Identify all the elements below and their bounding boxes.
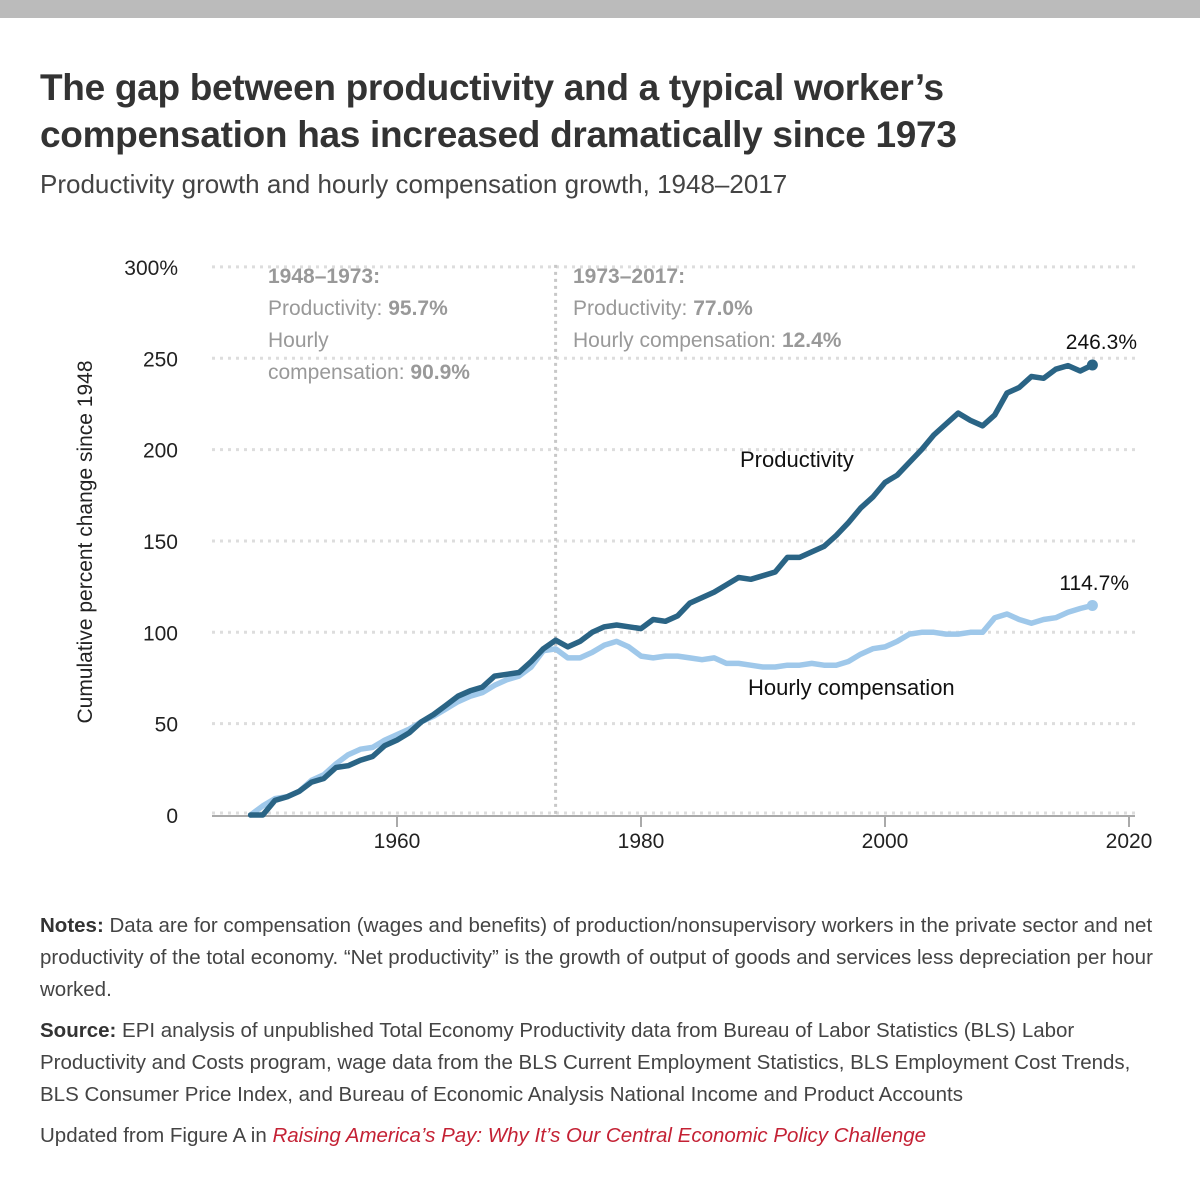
annotation-value: 12.4% [782,329,842,352]
annotation-text: Productivity: [268,297,388,320]
period-annotation: 1973–2017: Productivity: 77.0% Hourly comp… [573,265,842,352]
y-tick-label: 250 [143,348,178,371]
y-axis-label: Cumulative percent change since 1948 [74,360,97,723]
period-annotation: 1948–1973: Productivity: 95.7% Hourly compe… [268,265,470,384]
notes-section: Notes: Data are for compensation (wages … [40,910,1160,1161]
x-tick-label: 2000 [862,830,909,853]
notes-paragraph: Notes: Data are for compensation (wages … [40,910,1160,1006]
updated-from: Updated from Figure A in Raising America… [40,1120,1160,1152]
annotation-text: Hourly [268,329,329,352]
productivity-end-label: 246.3% [1066,331,1137,354]
source-label: Source: [40,1019,117,1042]
annotation-value: 90.9% [410,361,470,384]
y-tick-label: 100 [143,622,178,645]
annotation-text: Productivity: [573,297,693,320]
y-tick-label: 300% [124,257,178,280]
top-bar [0,0,1200,18]
y-tick-label: 150 [143,531,178,554]
annotation-line: Hourly [268,329,329,352]
report-link[interactable]: Raising America’s Pay: Why It’s Our Cent… [272,1124,927,1147]
chart-title: The gap between productivity and a typic… [40,67,957,155]
annotation-text: Hourly compensation: [573,329,782,352]
x-tick-label: 2020 [1106,830,1153,853]
productivity-series-label: Productivity [740,447,854,472]
annotation-line: Hourly compensation: 12.4% [573,329,842,352]
source-text: EPI analysis of unpublished Total Econom… [40,1019,1131,1106]
y-tick-label: 50 [155,714,178,737]
line-chart: 0 50 100 150 200 250 300% 1960 1980 2000 2020 Cumu… [74,257,1152,853]
x-tick-label: 1960 [374,830,421,853]
period-annotations: 1948–1973: Productivity: 95.7% Hourly compe… [268,265,842,384]
productivity-end-point [1086,359,1098,371]
series-labels: 246.3% 114.7% Productivity Hourly compensat… [740,331,1137,700]
compensation-series-label: Hourly compensation [748,675,955,700]
annotation-value: 95.7% [388,297,448,320]
axes: 0 50 100 150 200 250 300% 1960 1980 2000 2020 [124,257,1152,853]
y-tick-label: 200 [143,440,178,463]
x-tick-label: 1980 [618,830,665,853]
hourly-compensation-end-point [1086,599,1098,611]
series-lines [247,359,1098,818]
annotation-heading: 1973–2017: [573,265,685,288]
annotation-heading: 1948–1973: [268,265,380,288]
annotation-line: compensation: 90.9% [268,361,470,384]
annotation-value: 77.0% [693,297,753,320]
hourly-compensation-line [247,602,1096,818]
source-paragraph: Source: EPI analysis of unpublished Tota… [40,1015,1160,1111]
chart-subtitle: Productivity growth and hourly compensat… [40,169,788,199]
notes-label: Notes: [40,914,104,937]
y-tick-label: 0 [166,805,178,828]
compensation-end-label: 114.7% [1059,572,1129,595]
annotation-text: compensation: [268,361,410,384]
annotation-line: Productivity: 77.0% [573,297,753,320]
productivity-line [247,362,1096,818]
updated-prefix: Updated from Figure A in [40,1124,273,1147]
annotation-line: Productivity: 95.7% [268,297,448,320]
notes-text: Data are for compensation (wages and ben… [40,914,1153,1001]
